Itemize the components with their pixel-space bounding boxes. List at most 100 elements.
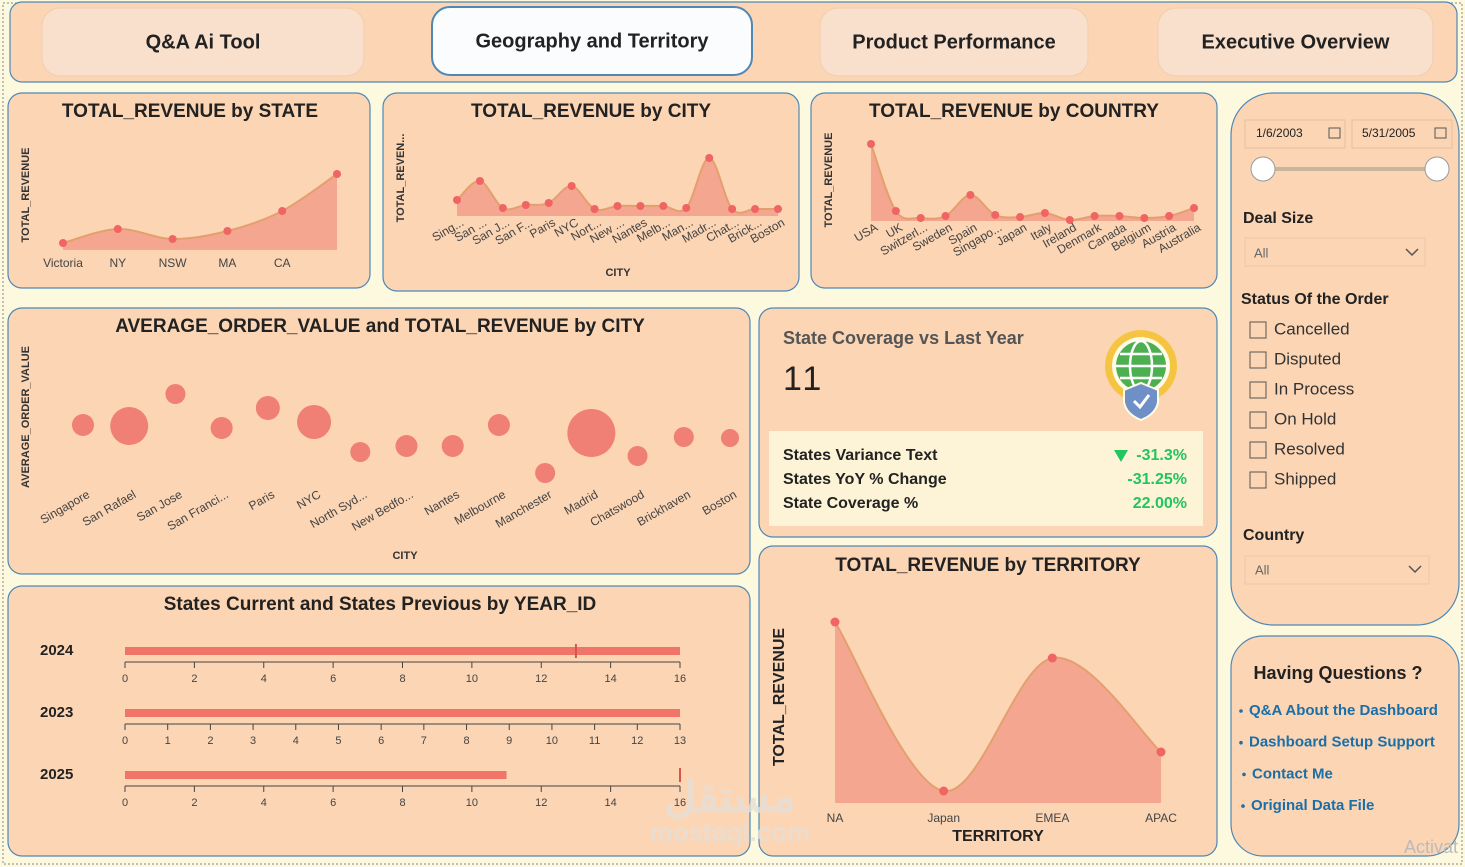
slider-handle[interactable] bbox=[1424, 156, 1450, 182]
kpi-row-label: States Variance Text bbox=[783, 447, 938, 464]
y-axis-label: TOTAL_REVENUE bbox=[823, 133, 835, 228]
x-tick-label: NSW bbox=[159, 256, 188, 270]
x-tick-label: 8 bbox=[399, 673, 405, 685]
x-tick-label: 9 bbox=[506, 735, 512, 747]
x-tick-label: 2 bbox=[191, 673, 197, 685]
point bbox=[991, 211, 1000, 219]
nav-button[interactable] bbox=[1157, 7, 1434, 77]
dropdown[interactable] bbox=[1244, 555, 1430, 585]
point bbox=[966, 191, 975, 199]
checkbox[interactable] bbox=[1249, 321, 1267, 339]
dropdown[interactable] bbox=[1244, 237, 1426, 267]
help-link[interactable]: Dashboard Setup Support bbox=[1249, 734, 1435, 751]
point bbox=[830, 617, 840, 627]
x-tick-label: 8 bbox=[399, 797, 405, 809]
help-link[interactable]: Contact Me bbox=[1252, 765, 1333, 782]
checkbox[interactable] bbox=[1249, 471, 1267, 489]
chart-title: TOTAL_REVENUE by TERRITORY bbox=[835, 555, 1141, 576]
bar bbox=[125, 771, 507, 779]
point bbox=[544, 199, 553, 207]
bullet-dot bbox=[1241, 804, 1245, 808]
x-tick-label: 14 bbox=[605, 673, 617, 685]
x-tick-label: 0 bbox=[122, 673, 128, 685]
bubble bbox=[297, 404, 332, 440]
kpi-row-value: 22.00% bbox=[1133, 495, 1187, 512]
x-tick-label: 4 bbox=[261, 673, 267, 685]
point bbox=[1090, 212, 1099, 220]
checkbox[interactable] bbox=[1249, 411, 1267, 429]
x-tick-label: 4 bbox=[261, 797, 267, 809]
date-to: 5/31/2005 bbox=[1362, 126, 1416, 140]
x-tick-label: EMEA bbox=[1035, 811, 1069, 825]
x-tick-label: 16 bbox=[674, 673, 686, 685]
point bbox=[891, 207, 900, 215]
slider-handle[interactable] bbox=[1250, 156, 1276, 182]
x-tick-label: 12 bbox=[535, 797, 547, 809]
x-tick-label: 8 bbox=[463, 735, 469, 747]
point bbox=[521, 201, 530, 209]
x-tick-label: 14 bbox=[605, 797, 617, 809]
filter-label: Country bbox=[1243, 527, 1304, 544]
calendar-icon[interactable] bbox=[1328, 127, 1341, 139]
x-tick-label: 7 bbox=[421, 735, 427, 747]
bullet-dot bbox=[1242, 772, 1246, 777]
bullet-dot bbox=[1239, 709, 1243, 713]
panel bbox=[758, 545, 1218, 857]
checkbox[interactable] bbox=[1249, 381, 1267, 399]
point bbox=[1190, 204, 1198, 212]
x-tick-label: 11 bbox=[589, 735, 600, 747]
watermark: مستقل bbox=[664, 773, 796, 822]
date-input[interactable] bbox=[1244, 119, 1346, 149]
dropdown-value: All bbox=[1255, 562, 1270, 577]
nav-button[interactable] bbox=[819, 7, 1089, 77]
calendar-icon[interactable] bbox=[1434, 127, 1447, 139]
bubble bbox=[535, 462, 556, 484]
chart-title: States Current and States Previous by YE… bbox=[164, 594, 597, 615]
help-title: Having Questions ? bbox=[1253, 663, 1422, 683]
globe-icon bbox=[1105, 330, 1177, 422]
checkbox-label: On Hold bbox=[1274, 409, 1336, 428]
bubble bbox=[110, 406, 149, 446]
point bbox=[705, 154, 714, 162]
bubble bbox=[627, 445, 648, 467]
point bbox=[1016, 213, 1025, 221]
filter-label: Status Of the Order bbox=[1241, 291, 1389, 308]
checkbox-label: In Process bbox=[1274, 379, 1354, 398]
x-tick-label: 6 bbox=[378, 735, 384, 747]
x-tick-label: 0 bbox=[122, 735, 128, 747]
kpi-title: State Coverage vs Last Year bbox=[783, 328, 1024, 348]
y-axis-label: TOTAL_REVENUE bbox=[20, 148, 32, 243]
point bbox=[916, 214, 925, 222]
point bbox=[1115, 212, 1124, 220]
x-tick-label: 10 bbox=[466, 797, 478, 809]
chart-title: AVERAGE_ORDER_VALUE and TOTAL_REVENUE by… bbox=[115, 316, 645, 337]
kpi-value: 11 bbox=[783, 360, 824, 398]
bubble bbox=[255, 395, 280, 421]
row-label: 2023 bbox=[40, 704, 73, 721]
checkbox[interactable] bbox=[1249, 351, 1267, 369]
point bbox=[168, 235, 177, 243]
x-tick-label: 1 bbox=[165, 735, 171, 747]
point bbox=[1040, 209, 1049, 217]
help-link[interactable]: Original Data File bbox=[1251, 797, 1374, 814]
kpi-row-value: -31.3% bbox=[1136, 447, 1187, 464]
nav-button[interactable] bbox=[41, 7, 365, 77]
point bbox=[453, 196, 461, 204]
kpi-row-label: States YoY % Change bbox=[783, 471, 947, 488]
bubble bbox=[673, 426, 694, 448]
help-link[interactable]: Q&A About the Dashboard bbox=[1249, 702, 1438, 719]
row-label: 2024 bbox=[40, 642, 74, 659]
x-tick-label: 10 bbox=[466, 673, 478, 685]
nav-buttons: Q&A Ai Tool Geography and Territory Produc… bbox=[41, 6, 1434, 77]
point bbox=[636, 202, 645, 210]
x-tick-label: MA bbox=[218, 256, 236, 270]
chart-title: TOTAL_REVENUE by CITY bbox=[471, 101, 711, 122]
checkbox[interactable] bbox=[1249, 441, 1267, 459]
nav-button[interactable] bbox=[431, 6, 753, 76]
status-options: Cancelled Disputed In Process On Hold Resolv… bbox=[1249, 319, 1354, 489]
y-axis-label: TOTAL_REVENUE bbox=[771, 628, 788, 766]
x-tick-label: NY bbox=[109, 256, 126, 270]
bubble bbox=[210, 416, 233, 440]
point bbox=[475, 177, 484, 185]
